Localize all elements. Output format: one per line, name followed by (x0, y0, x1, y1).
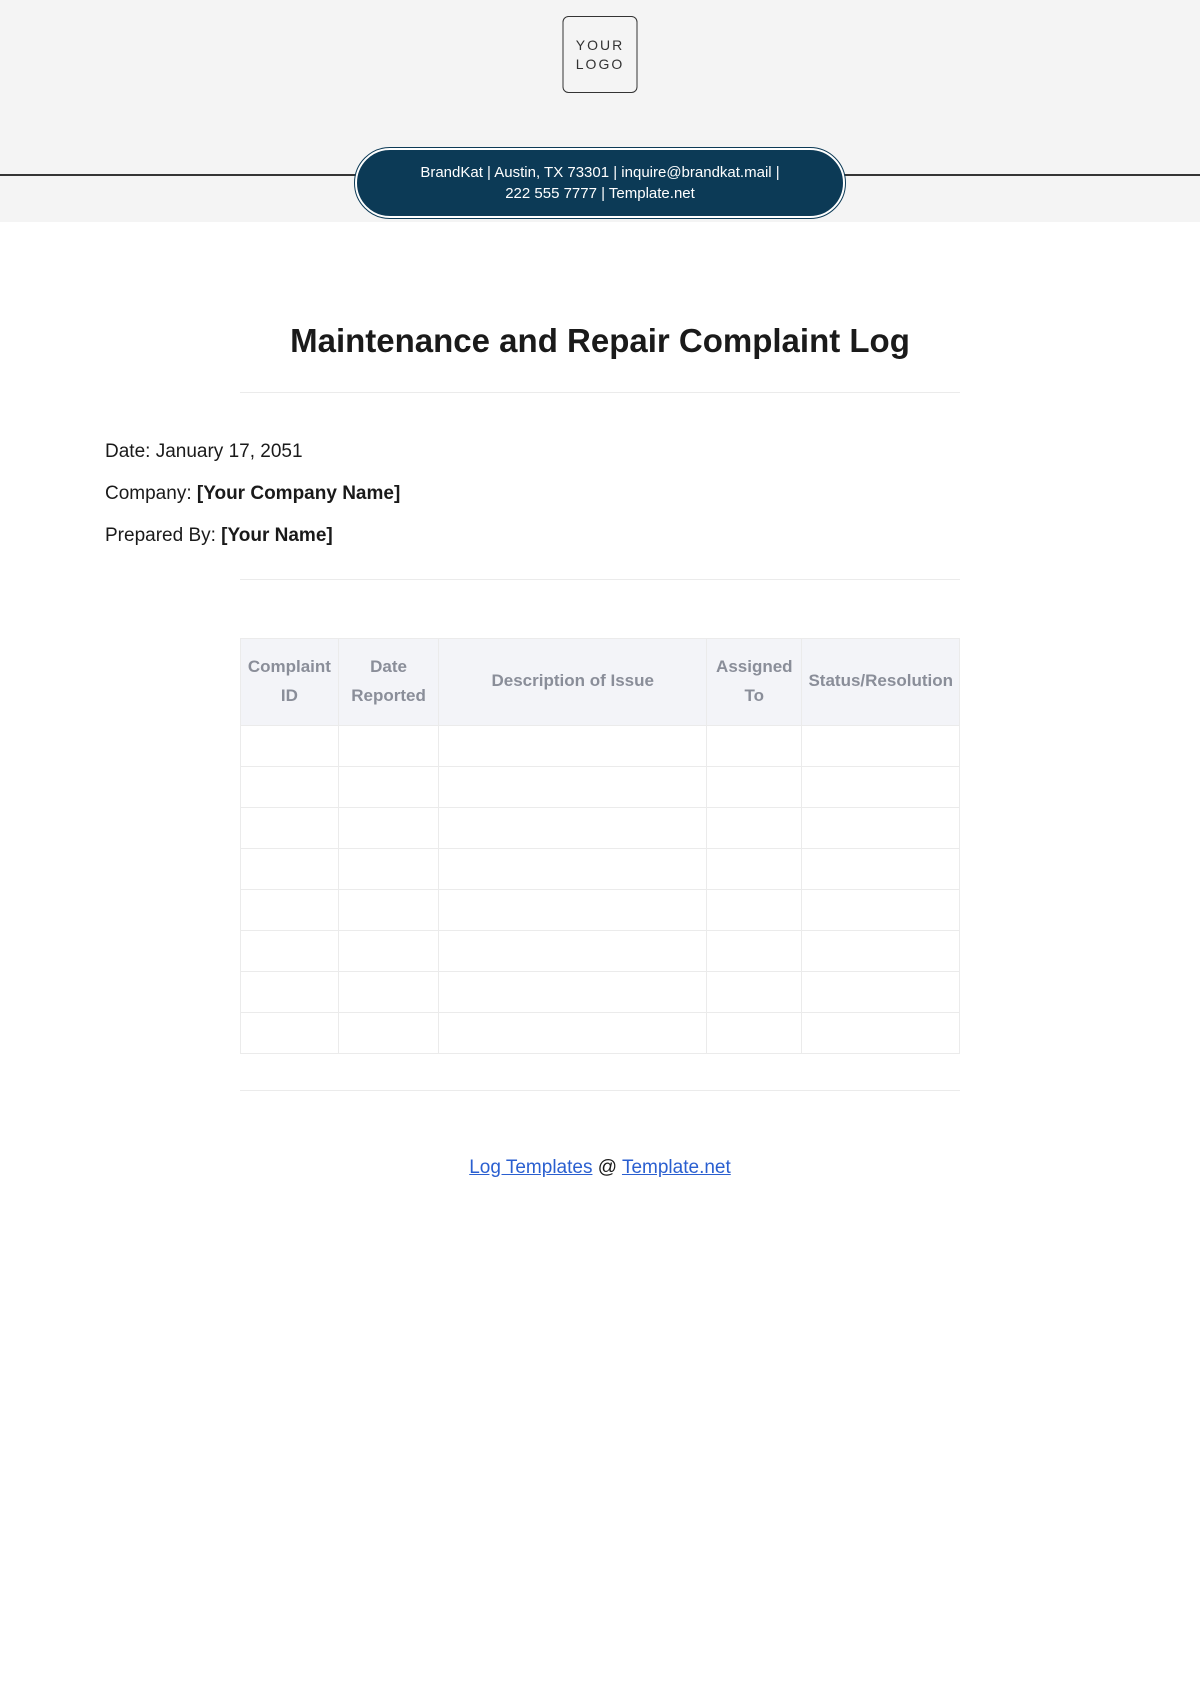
company-label: Company: (105, 483, 197, 504)
cell[interactable] (802, 848, 960, 889)
header-background: YOUR LOGO BrandKat | Austin, TX 73301 | … (0, 0, 1200, 222)
company-info-line1: BrandKat | Austin, TX 73301 | inquire@br… (420, 164, 779, 181)
prepared-value: [Your Name] (221, 525, 333, 546)
table-header-row: Complaint ID Date Reported Description o… (241, 639, 960, 726)
date-value: January 17, 2051 (156, 441, 303, 462)
cell[interactable] (439, 848, 707, 889)
cell[interactable] (241, 930, 339, 971)
divider-3 (240, 1090, 960, 1091)
cell[interactable] (439, 807, 707, 848)
cell[interactable] (439, 889, 707, 930)
cell[interactable] (338, 971, 438, 1012)
cell[interactable] (707, 848, 802, 889)
footer: Log Templates @ Template.net (105, 1157, 1095, 1179)
table-row (241, 1012, 960, 1053)
logo-line2: LOGO (576, 56, 624, 72)
col-description: Description of Issue (439, 639, 707, 726)
logo-text: YOUR LOGO (576, 36, 624, 72)
cell[interactable] (338, 766, 438, 807)
col-date-reported: Date Reported (338, 639, 438, 726)
company-row: Company: [Your Company Name] (105, 483, 1095, 505)
cell[interactable] (241, 807, 339, 848)
company-value: [Your Company Name] (197, 483, 400, 504)
cell[interactable] (241, 971, 339, 1012)
cell[interactable] (802, 725, 960, 766)
cell[interactable] (338, 848, 438, 889)
prepared-label: Prepared By: (105, 525, 221, 546)
table-row (241, 971, 960, 1012)
date-row: Date: January 17, 2051 (105, 441, 1095, 463)
footer-mid: @ (592, 1157, 622, 1178)
cell[interactable] (439, 766, 707, 807)
table-row (241, 848, 960, 889)
col-complaint-id: Complaint ID (241, 639, 339, 726)
cell[interactable] (707, 766, 802, 807)
table-body (241, 725, 960, 1053)
company-info-line2: 222 555 7777 | Template.net (505, 185, 695, 202)
document-content: Maintenance and Repair Complaint Log Dat… (0, 322, 1200, 1179)
cell[interactable] (707, 971, 802, 1012)
table-row (241, 766, 960, 807)
cell[interactable] (241, 889, 339, 930)
cell[interactable] (241, 848, 339, 889)
cell[interactable] (439, 971, 707, 1012)
cell[interactable] (802, 971, 960, 1012)
cell[interactable] (707, 930, 802, 971)
cell[interactable] (802, 766, 960, 807)
cell[interactable] (802, 889, 960, 930)
logo-line1: YOUR (576, 37, 624, 53)
cell[interactable] (802, 807, 960, 848)
col-status: Status/Resolution (802, 639, 960, 726)
log-templates-link[interactable]: Log Templates (469, 1157, 592, 1178)
logo-placeholder: YOUR LOGO (563, 16, 638, 93)
cell[interactable] (707, 889, 802, 930)
divider-1 (240, 392, 960, 393)
prepared-row: Prepared By: [Your Name] (105, 525, 1095, 547)
template-net-link[interactable]: Template.net (622, 1157, 731, 1178)
cell[interactable] (241, 1012, 339, 1053)
cell[interactable] (707, 807, 802, 848)
table-row (241, 930, 960, 971)
date-label: Date: (105, 441, 156, 462)
complaint-table: Complaint ID Date Reported Description o… (240, 638, 960, 1054)
company-info-pill: BrandKat | Austin, TX 73301 | inquire@br… (355, 148, 845, 218)
cell[interactable] (338, 807, 438, 848)
col-assigned-to: Assigned To (707, 639, 802, 726)
cell[interactable] (707, 1012, 802, 1053)
complaint-table-wrap: Complaint ID Date Reported Description o… (240, 638, 960, 1054)
cell[interactable] (707, 725, 802, 766)
cell[interactable] (439, 930, 707, 971)
cell[interactable] (439, 1012, 707, 1053)
cell[interactable] (338, 725, 438, 766)
divider-2 (240, 579, 960, 580)
cell[interactable] (241, 725, 339, 766)
page-title: Maintenance and Repair Complaint Log (105, 322, 1095, 360)
cell[interactable] (338, 889, 438, 930)
cell[interactable] (338, 930, 438, 971)
meta-section: Date: January 17, 2051 Company: [Your Co… (105, 441, 1095, 547)
cell[interactable] (439, 725, 707, 766)
cell[interactable] (241, 766, 339, 807)
cell[interactable] (802, 930, 960, 971)
table-row (241, 725, 960, 766)
table-row (241, 807, 960, 848)
table-row (241, 889, 960, 930)
cell[interactable] (338, 1012, 438, 1053)
cell[interactable] (802, 1012, 960, 1053)
